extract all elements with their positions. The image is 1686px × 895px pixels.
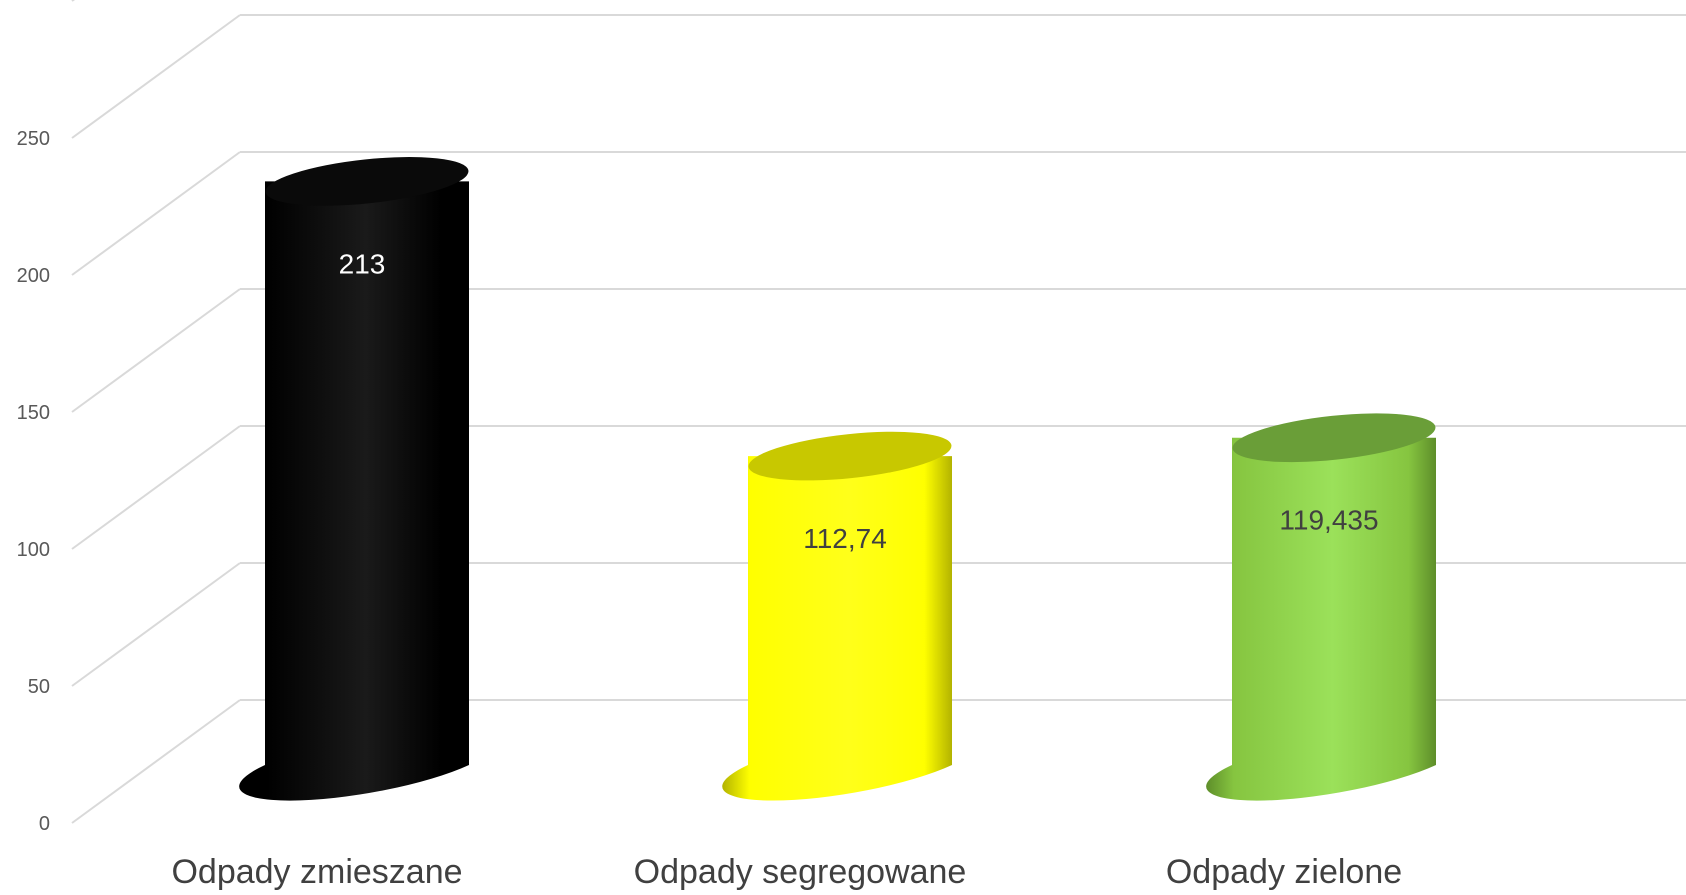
- y-tick-label: 50: [28, 676, 50, 698]
- bar-top: [1232, 413, 1436, 463]
- x-category-label: Odpady zmieszane: [171, 853, 462, 891]
- data-label: 213: [339, 248, 386, 279]
- x-axis-categories: Odpady zmieszane Odpady segregowane Odpady…: [171, 853, 1402, 891]
- data-labels: 213 112,74 119,435: [339, 248, 1379, 554]
- gridline-diagonal: [71, 288, 241, 413]
- gridline-diagonal: [71, 699, 241, 824]
- gridline-diagonal: [71, 425, 241, 550]
- y-tick-label: 200: [17, 265, 50, 287]
- bar: [722, 431, 952, 801]
- chart-gridlines: [71, 0, 1686, 824]
- bar: [1206, 413, 1436, 801]
- y-tick-label: 100: [17, 539, 50, 561]
- bar: [239, 157, 469, 801]
- bar-body: [1206, 437, 1436, 801]
- x-category-label: Odpady segregowane: [634, 853, 967, 891]
- bar-body: [239, 181, 469, 801]
- data-label: 112,74: [803, 523, 887, 554]
- bar-body: [722, 456, 952, 801]
- gridline-diagonal: [71, 0, 76, 2]
- y-tick-label: 0: [39, 813, 50, 835]
- bar-top: [748, 431, 952, 481]
- x-category-label: Odpady zielone: [1166, 853, 1402, 891]
- chart-bars: [239, 157, 1436, 801]
- gridline-diagonal: [71, 14, 241, 139]
- gridline-diagonal: [71, 562, 241, 687]
- y-tick-label: 250: [17, 128, 50, 150]
- data-label: 119,435: [1279, 505, 1378, 536]
- y-axis-ticks: 0 50 100 150 200 250: [17, 128, 50, 835]
- y-tick-label: 150: [17, 402, 50, 424]
- gridline-diagonal: [71, 151, 241, 276]
- bar-top: [265, 157, 469, 206]
